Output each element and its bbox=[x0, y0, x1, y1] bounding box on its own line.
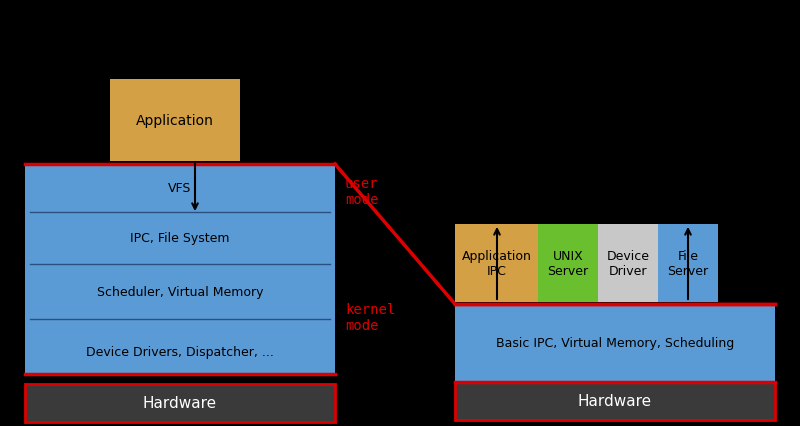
Text: File
Server: File Server bbox=[667, 249, 709, 277]
Text: Device
Driver: Device Driver bbox=[606, 249, 650, 277]
Text: IPC, File System: IPC, File System bbox=[130, 232, 230, 245]
Text: Device Drivers, Dispatcher, ...: Device Drivers, Dispatcher, ... bbox=[86, 345, 274, 358]
Bar bbox=[455, 225, 538, 302]
Text: Scheduler, Virtual Memory: Scheduler, Virtual Memory bbox=[97, 285, 263, 298]
Text: Basic IPC, Virtual Memory, Scheduling: Basic IPC, Virtual Memory, Scheduling bbox=[496, 337, 734, 350]
Bar bbox=[455, 304, 775, 382]
Bar bbox=[25, 384, 335, 422]
Text: user
mode: user mode bbox=[345, 176, 378, 207]
Text: Application: Application bbox=[136, 114, 214, 128]
Bar bbox=[110, 80, 240, 161]
Text: Hardware: Hardware bbox=[578, 394, 652, 409]
Bar bbox=[598, 225, 658, 302]
Text: kernel
mode: kernel mode bbox=[345, 302, 395, 332]
Bar bbox=[455, 382, 775, 420]
Bar bbox=[658, 225, 718, 302]
Bar bbox=[25, 164, 335, 374]
Text: Application
IPC: Application IPC bbox=[462, 249, 531, 277]
Text: Hardware: Hardware bbox=[143, 396, 217, 411]
Text: VFS: VFS bbox=[168, 182, 192, 195]
Text: UNIX
Server: UNIX Server bbox=[547, 249, 589, 277]
Bar bbox=[538, 225, 598, 302]
